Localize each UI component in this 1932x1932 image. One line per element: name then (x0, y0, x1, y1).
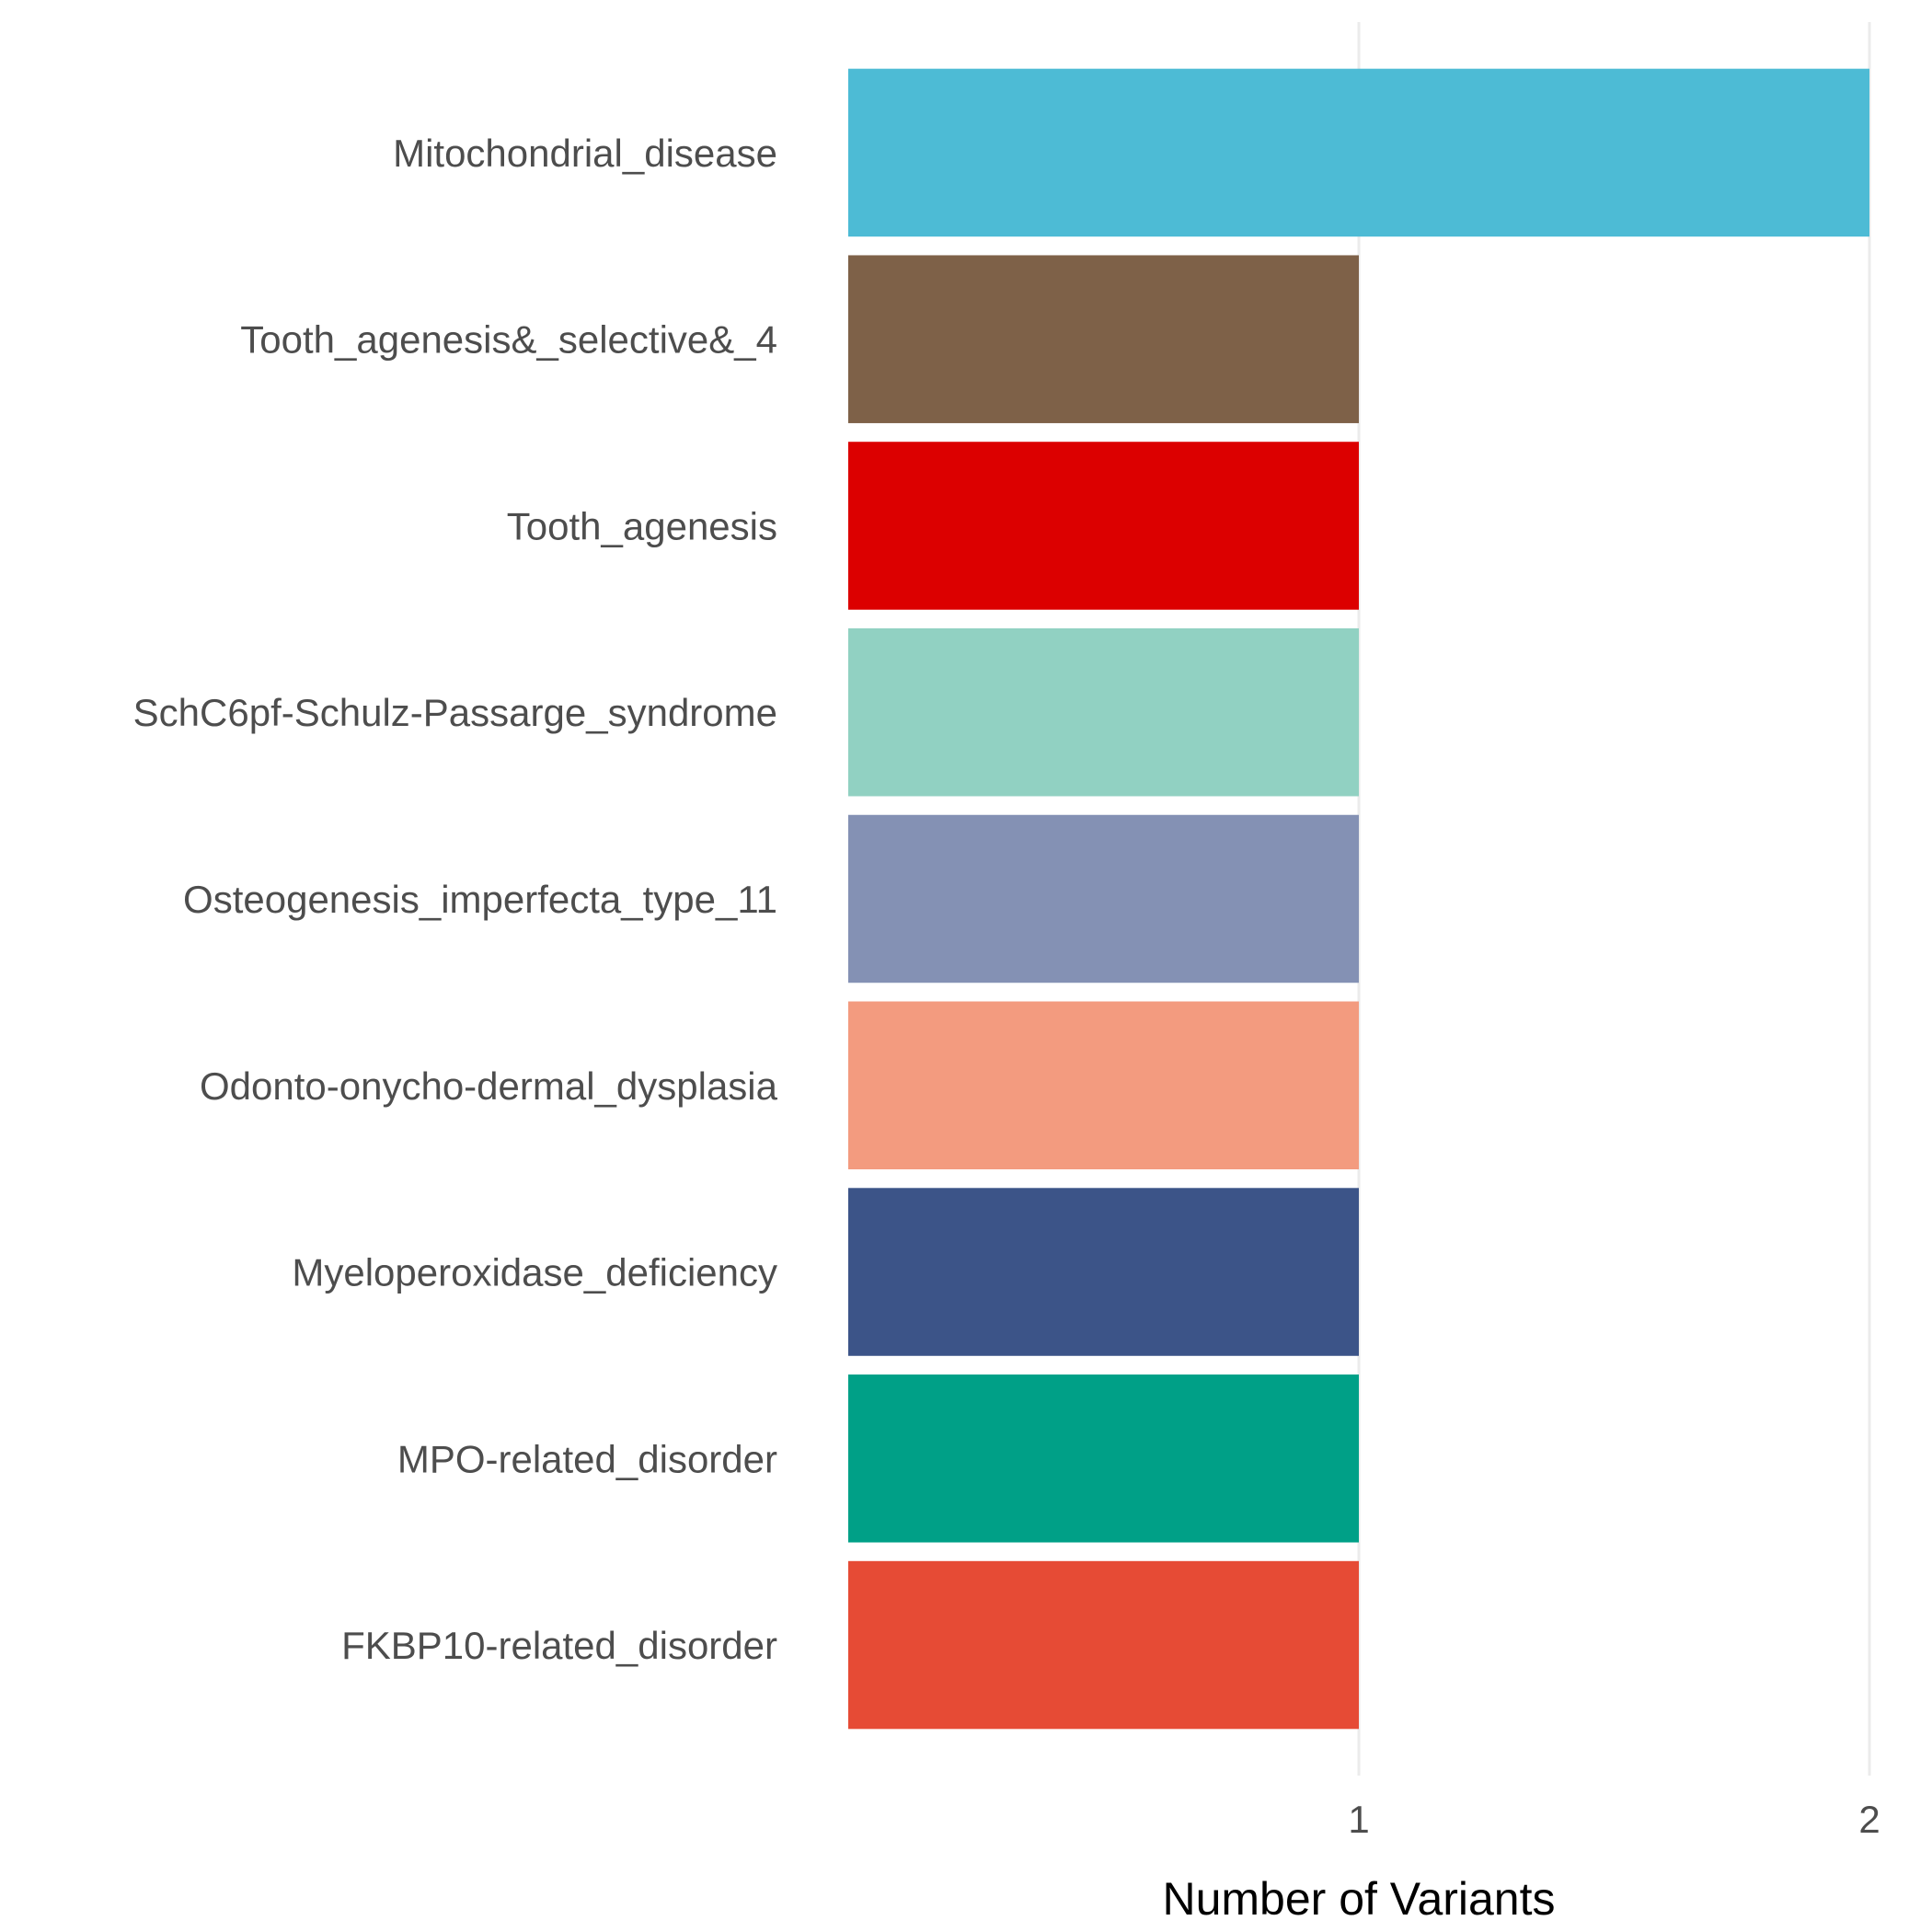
x-axis-title: Number of Variants (1162, 1873, 1555, 1925)
category-label: Myeloperoxidase_deficiency (292, 1251, 777, 1294)
category-label: MPO-related_disorder (397, 1437, 777, 1480)
bar (848, 255, 1359, 423)
category-label: Tooth_agenesis (507, 504, 777, 547)
category-label: Osteogenesis_imperfecta_type_11 (183, 878, 777, 921)
category-label: FKBP10-related_disorder (341, 1624, 777, 1667)
bar (848, 1560, 1359, 1730)
bar (848, 68, 1869, 237)
bars (848, 68, 1869, 1730)
category-label: Tooth_agenesis&_selective&_4 (240, 318, 777, 362)
category-label: Odonto-onycho-dermal_dysplasia (200, 1064, 778, 1108)
bar (848, 442, 1359, 610)
category-label: SchC6pf-Schulz-Passarge_syndrome (133, 691, 777, 734)
category-label: Mitochondrial_disease (393, 132, 777, 175)
category-labels: Mitochondrial_disease Tooth_agenesis&_sel… (133, 132, 778, 1667)
x-tick-label: 2 (1858, 1798, 1880, 1841)
bar (848, 1374, 1359, 1543)
bar (848, 814, 1359, 983)
x-tick-label: 1 (1348, 1798, 1369, 1841)
bar (848, 627, 1359, 797)
grid-lines (1357, 22, 1871, 1776)
bar (848, 1001, 1359, 1170)
bar (848, 1188, 1359, 1356)
